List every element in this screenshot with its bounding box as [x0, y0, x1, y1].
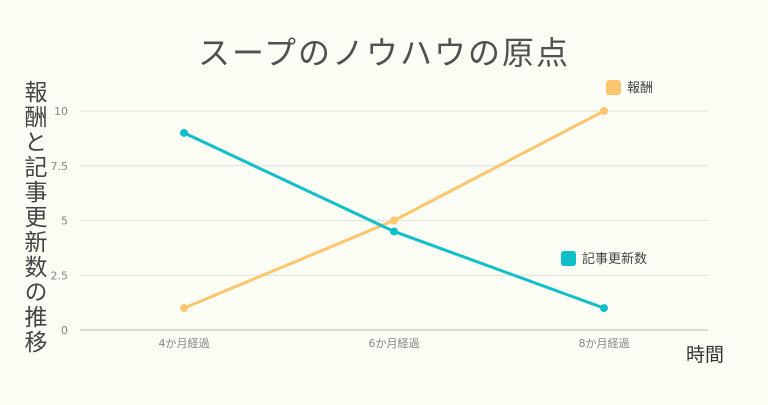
y-tick-label: 7.5: [51, 160, 69, 173]
y-tick-label: 5: [61, 215, 68, 228]
data-point: [600, 107, 608, 115]
data-point: [180, 304, 188, 313]
x-tick-label: 4か月経過: [159, 337, 210, 350]
x-tick-label: 8か月経過: [579, 337, 630, 350]
legend-swatch: [561, 251, 576, 266]
y-tick-label: 10: [54, 105, 68, 118]
y-tick-label: 0: [61, 324, 68, 337]
legend-swatch: [606, 80, 621, 95]
y-tick-labels: 0 2.5 5 7.5 10: [51, 105, 69, 337]
series-lines: [182, 109, 606, 310]
legend-label: 報酬: [627, 81, 653, 96]
chart-title: スープのノウハウの原点: [197, 34, 571, 72]
data-point: [600, 304, 608, 313]
legend-label: 記事更新数: [582, 251, 647, 267]
data-point: [180, 128, 188, 137]
data-point: [390, 216, 398, 225]
y-tick-label: 2.5: [51, 269, 69, 282]
y-axis-label: 報酬と記事更新数の推移: [20, 80, 46, 355]
x-tick-labels: 4か月経過 6か月経過 8か月経過: [159, 337, 630, 350]
x-tick-label: 6か月経過: [369, 337, 420, 350]
data-point: [390, 227, 398, 236]
series-line-1: [182, 109, 606, 310]
x-axis-label: 時間: [686, 344, 725, 366]
series-points: [180, 107, 608, 313]
